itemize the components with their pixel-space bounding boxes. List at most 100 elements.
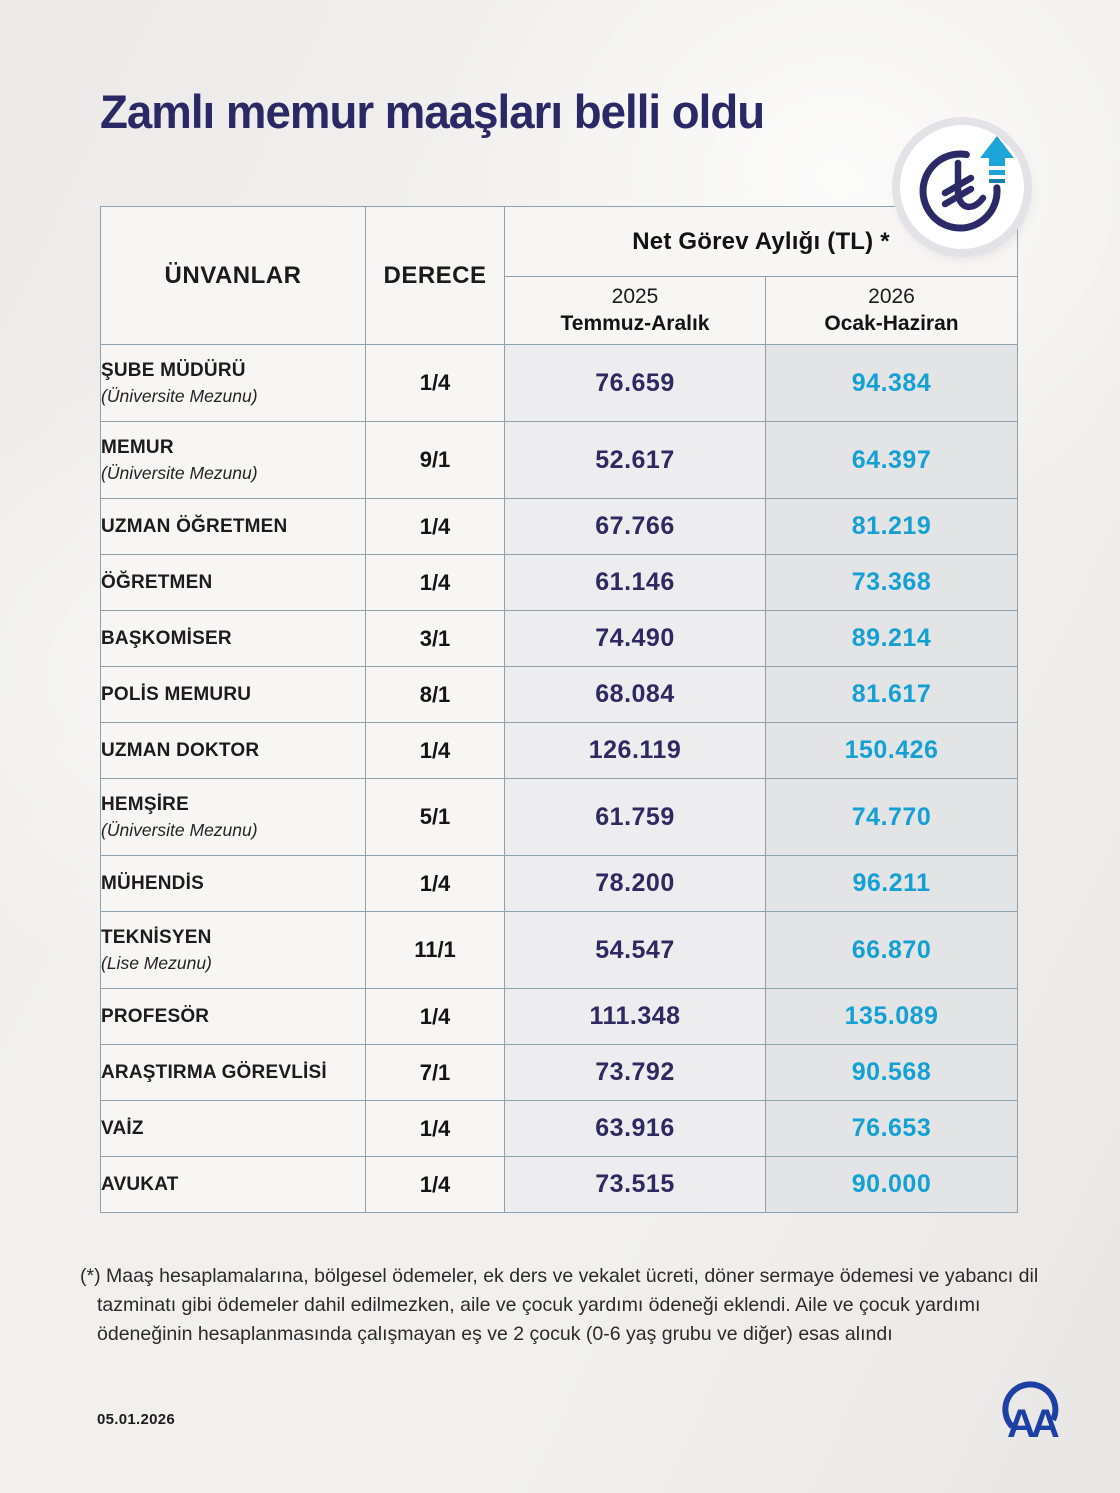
period-2025-year: 2025 xyxy=(611,285,659,309)
table-row: PROFESÖR 1/4 111.348 135.089 xyxy=(100,988,1019,1045)
row-title: UZMAN ÖĞRETMEN xyxy=(101,515,288,537)
table-row: BAŞKOMİSER 3/1 74.490 89.214 xyxy=(100,610,1019,667)
salary-2026-cell: 94.384 xyxy=(764,344,1019,422)
degree-cell: 11/1 xyxy=(365,911,505,989)
salary-2025-cell: 61.759 xyxy=(504,778,766,856)
title-cell: HEMŞİRE (Üniversite Mezunu) xyxy=(100,778,366,856)
title-cell: POLİS MEMURU xyxy=(100,666,366,723)
title-cell: AVUKAT xyxy=(100,1156,366,1213)
salary-2025-cell: 78.200 xyxy=(504,855,766,912)
title-cell: PROFESÖR xyxy=(100,988,366,1045)
salary-2025-cell: 73.792 xyxy=(504,1044,766,1101)
title-cell: ARAŞTIRMA GÖREVLİSİ xyxy=(100,1044,366,1101)
degree-cell: 1/4 xyxy=(365,988,505,1045)
salary-2025-cell: 52.617 xyxy=(504,421,766,499)
up-arrow-icon xyxy=(980,136,1014,183)
row-title: VAİZ xyxy=(101,1117,144,1139)
degree-cell: 1/4 xyxy=(365,554,505,611)
salary-2025-cell: 126.119 xyxy=(504,722,766,779)
salary-table: ÜNVANLAR DERECE Net Görev Aylığı (TL) * … xyxy=(100,206,1019,1213)
salary-2025-cell: 73.515 xyxy=(504,1156,766,1213)
salary-2026-cell: 74.770 xyxy=(764,778,1019,856)
salary-2025-cell: 111.348 xyxy=(504,988,766,1045)
degree-cell: 1/4 xyxy=(365,855,505,912)
table-row: UZMAN DOKTOR 1/4 126.119 150.426 xyxy=(100,722,1019,779)
row-subtitle: (Üniversite Mezunu) xyxy=(101,385,258,406)
degree-cell: 1/4 xyxy=(365,344,505,422)
degree-cell: 1/4 xyxy=(365,1156,505,1213)
page-title: Zamlı memur maaşları belli oldu xyxy=(100,85,765,138)
row-title: TEKNİSYEN xyxy=(101,927,212,949)
salary-2025-cell: 63.916 xyxy=(504,1100,766,1157)
row-subtitle: (Üniversite Mezunu) xyxy=(101,819,258,840)
title-cell: UZMAN ÖĞRETMEN xyxy=(100,498,366,555)
table-row: ÖĞRETMEN 1/4 61.146 73.368 xyxy=(100,554,1019,611)
aa-agency-logo: AA xyxy=(998,1381,1064,1441)
table-row: MÜHENDİS 1/4 78.200 96.211 xyxy=(100,855,1019,912)
title-cell: VAİZ xyxy=(100,1100,366,1157)
column-header-2025: 2025 Temmuz-Aralık xyxy=(504,276,766,345)
salary-2026-cell: 66.870 xyxy=(764,911,1019,989)
period-2025-months: Temmuz-Aralık xyxy=(560,311,710,335)
salary-2026-cell: 73.368 xyxy=(764,554,1019,611)
degree-cell: 1/4 xyxy=(365,1100,505,1157)
salary-2026-cell: 90.568 xyxy=(764,1044,1019,1101)
row-title: AVUKAT xyxy=(101,1173,179,1195)
row-title: MEMUR xyxy=(101,437,174,459)
table-row: ARAŞTIRMA GÖREVLİSİ 7/1 73.792 90.568 xyxy=(100,1044,1019,1101)
aa-logo-letters: AA xyxy=(1007,1402,1059,1441)
salary-2026-cell: 135.089 xyxy=(764,988,1019,1045)
row-title: MÜHENDİS xyxy=(101,872,204,894)
row-title: PROFESÖR xyxy=(101,1005,210,1027)
table-row: HEMŞİRE (Üniversite Mezunu) 5/1 61.759 7… xyxy=(100,778,1019,856)
salary-2026-cell: 150.426 xyxy=(764,722,1019,779)
period-2026-months: Ocak-Haziran xyxy=(824,311,959,335)
row-title: HEMŞİRE xyxy=(101,794,189,816)
table-row: TEKNİSYEN (Lise Mezunu) 11/1 54.547 66.8… xyxy=(100,911,1019,989)
salary-2026-cell: 64.397 xyxy=(764,421,1019,499)
salary-2026-cell: 81.617 xyxy=(764,666,1019,723)
salary-2025-cell: 61.146 xyxy=(504,554,766,611)
title-cell: TEKNİSYEN (Lise Mezunu) xyxy=(100,911,366,989)
table-row: POLİS MEMURU 8/1 68.084 81.617 xyxy=(100,666,1019,723)
salary-table-body: ŞUBE MÜDÜRÜ (Üniversite Mezunu) 1/4 76.6… xyxy=(100,344,1019,1213)
table-row: AVUKAT 1/4 73.515 90.000 xyxy=(100,1156,1019,1213)
salary-2026-cell: 81.219 xyxy=(764,498,1019,555)
row-title: ŞUBE MÜDÜRÜ xyxy=(101,360,246,382)
title-cell: UZMAN DOKTOR xyxy=(100,722,366,779)
degree-cell: 9/1 xyxy=(365,421,505,499)
table-row: UZMAN ÖĞRETMEN 1/4 67.766 81.219 xyxy=(100,498,1019,555)
column-header-derece: DERECE xyxy=(365,206,505,345)
aa-logo-arc xyxy=(1002,1381,1059,1429)
column-header-unvanlar: ÜNVANLAR xyxy=(100,206,366,345)
row-title: BAŞKOMİSER xyxy=(101,627,232,649)
table-row: ŞUBE MÜDÜRÜ (Üniversite Mezunu) 1/4 76.6… xyxy=(100,344,1019,422)
title-cell: ÖĞRETMEN xyxy=(100,554,366,611)
salary-2026-cell: 90.000 xyxy=(764,1156,1019,1213)
salary-2025-cell: 67.766 xyxy=(504,498,766,555)
degree-cell: 7/1 xyxy=(365,1044,505,1101)
title-cell: ŞUBE MÜDÜRÜ (Üniversite Mezunu) xyxy=(100,344,366,422)
row-subtitle: (Lise Mezunu) xyxy=(101,952,212,973)
degree-cell: 5/1 xyxy=(365,778,505,856)
row-title: ARAŞTIRMA GÖREVLİSİ xyxy=(101,1061,327,1083)
salary-2026-cell: 89.214 xyxy=(764,610,1019,667)
degree-cell: 8/1 xyxy=(365,666,505,723)
row-title: ÖĞRETMEN xyxy=(101,571,213,593)
degree-cell: 1/4 xyxy=(365,498,505,555)
footnote: (*) Maaş hesaplamalarına, bölgesel ödeme… xyxy=(80,1265,1039,1345)
column-header-2026: 2026 Ocak-Haziran xyxy=(764,276,1019,345)
title-cell: BAŞKOMİSER xyxy=(100,610,366,667)
period-2026-year: 2026 xyxy=(868,285,915,309)
table-row: VAİZ 1/4 63.916 76.653 xyxy=(100,1100,1019,1157)
salary-2025-cell: 74.490 xyxy=(504,610,766,667)
publication-date: 05.01.2026 xyxy=(97,1411,176,1428)
row-title: POLİS MEMURU xyxy=(101,683,252,705)
degree-cell: 3/1 xyxy=(365,610,505,667)
salary-2025-cell: 54.547 xyxy=(504,911,766,989)
lira-symbol xyxy=(941,159,987,211)
salary-2026-cell: 76.653 xyxy=(764,1100,1019,1157)
lira-increase-icon xyxy=(900,125,1024,249)
table-row: MEMUR (Üniversite Mezunu) 9/1 52.617 64.… xyxy=(100,421,1019,499)
salary-2026-cell: 96.211 xyxy=(764,855,1019,912)
